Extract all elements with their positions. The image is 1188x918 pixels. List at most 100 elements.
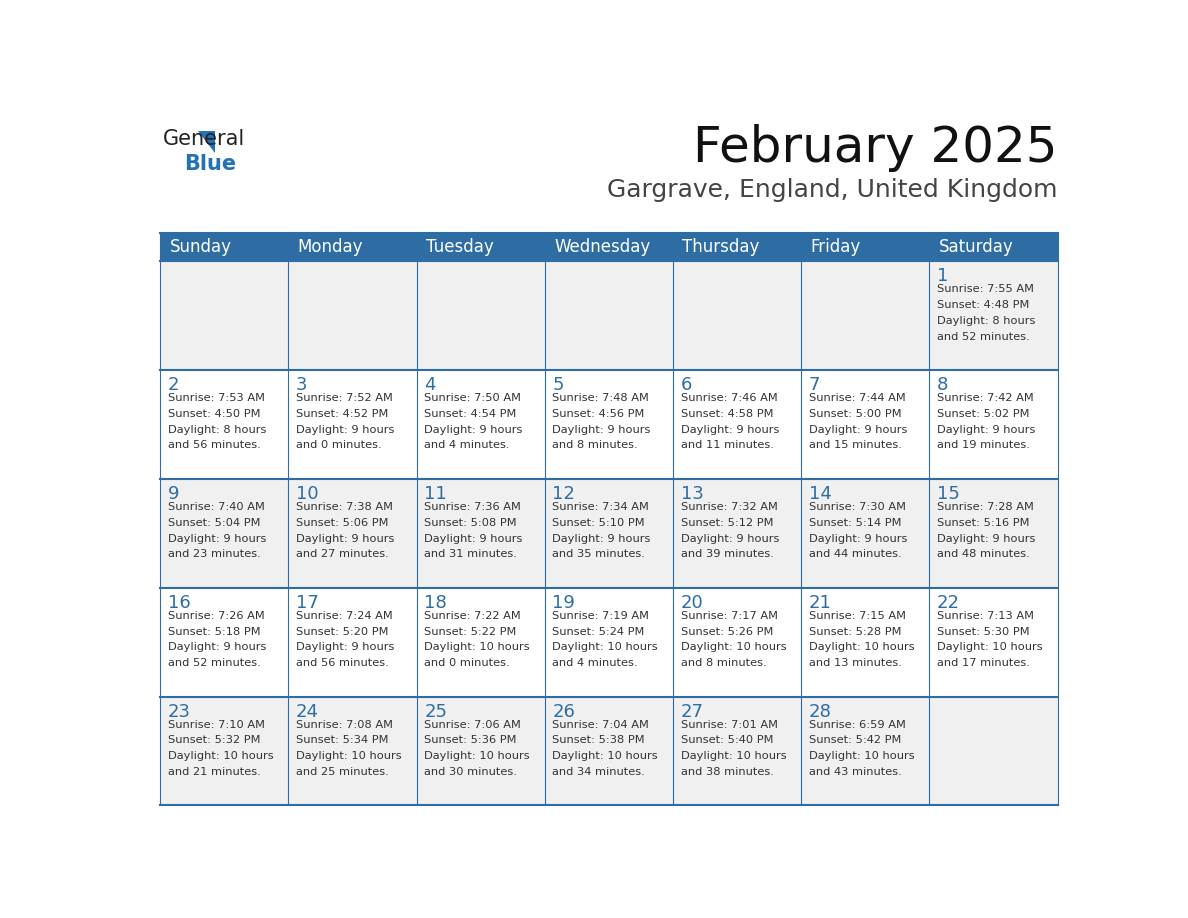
- Text: Daylight: 8 hours: Daylight: 8 hours: [937, 316, 1036, 326]
- Text: Sunrise: 7:44 AM: Sunrise: 7:44 AM: [809, 393, 905, 403]
- Text: Sunset: 5:22 PM: Sunset: 5:22 PM: [424, 627, 517, 636]
- Text: Daylight: 9 hours: Daylight: 9 hours: [424, 533, 523, 543]
- Text: Daylight: 10 hours: Daylight: 10 hours: [424, 751, 530, 761]
- Text: Sunrise: 7:34 AM: Sunrise: 7:34 AM: [552, 502, 650, 512]
- Text: Daylight: 10 hours: Daylight: 10 hours: [681, 751, 786, 761]
- Text: Daylight: 10 hours: Daylight: 10 hours: [809, 643, 915, 653]
- Text: and 25 minutes.: and 25 minutes.: [296, 767, 388, 777]
- Text: Sunrise: 7:42 AM: Sunrise: 7:42 AM: [937, 393, 1034, 403]
- Text: Sunrise: 7:53 AM: Sunrise: 7:53 AM: [168, 393, 265, 403]
- Text: Sunrise: 7:15 AM: Sunrise: 7:15 AM: [809, 610, 906, 621]
- Text: Sunset: 5:08 PM: Sunset: 5:08 PM: [424, 518, 517, 528]
- Text: Sunday: Sunday: [170, 238, 232, 256]
- Text: and 17 minutes.: and 17 minutes.: [937, 658, 1030, 668]
- Text: and 0 minutes.: and 0 minutes.: [296, 441, 381, 451]
- Text: Sunset: 5:26 PM: Sunset: 5:26 PM: [681, 627, 773, 636]
- Text: 9: 9: [168, 485, 179, 503]
- Text: 16: 16: [168, 594, 190, 612]
- Text: 18: 18: [424, 594, 447, 612]
- Text: Sunset: 5:14 PM: Sunset: 5:14 PM: [809, 518, 902, 528]
- Text: 5: 5: [552, 376, 564, 394]
- Text: Sunset: 5:30 PM: Sunset: 5:30 PM: [937, 627, 1030, 636]
- Text: and 30 minutes.: and 30 minutes.: [424, 767, 517, 777]
- Text: Daylight: 10 hours: Daylight: 10 hours: [552, 643, 658, 653]
- FancyBboxPatch shape: [672, 370, 801, 479]
- Text: Daylight: 10 hours: Daylight: 10 hours: [937, 643, 1043, 653]
- Text: Daylight: 10 hours: Daylight: 10 hours: [424, 643, 530, 653]
- Text: 28: 28: [809, 703, 832, 721]
- Text: Tuesday: Tuesday: [425, 238, 493, 256]
- Polygon shape: [198, 131, 215, 152]
- Text: Sunrise: 7:50 AM: Sunrise: 7:50 AM: [424, 393, 522, 403]
- FancyBboxPatch shape: [801, 588, 929, 697]
- Text: Monday: Monday: [298, 238, 364, 256]
- Text: Sunset: 4:58 PM: Sunset: 4:58 PM: [681, 409, 773, 419]
- Text: and 19 minutes.: and 19 minutes.: [937, 441, 1030, 451]
- Text: Daylight: 9 hours: Daylight: 9 hours: [296, 643, 394, 653]
- Text: and 15 minutes.: and 15 minutes.: [809, 441, 902, 451]
- FancyBboxPatch shape: [289, 370, 417, 479]
- FancyBboxPatch shape: [801, 261, 929, 370]
- Text: Daylight: 9 hours: Daylight: 9 hours: [424, 425, 523, 434]
- FancyBboxPatch shape: [417, 479, 545, 588]
- Text: Sunrise: 7:04 AM: Sunrise: 7:04 AM: [552, 720, 650, 730]
- Text: 22: 22: [937, 594, 960, 612]
- Text: Sunrise: 7:06 AM: Sunrise: 7:06 AM: [424, 720, 522, 730]
- Text: Sunrise: 7:48 AM: Sunrise: 7:48 AM: [552, 393, 650, 403]
- FancyBboxPatch shape: [929, 370, 1057, 479]
- FancyBboxPatch shape: [545, 697, 672, 805]
- Text: Sunset: 5:16 PM: Sunset: 5:16 PM: [937, 518, 1030, 528]
- Text: and 44 minutes.: and 44 minutes.: [809, 549, 902, 559]
- Text: and 39 minutes.: and 39 minutes.: [681, 549, 773, 559]
- Text: and 56 minutes.: and 56 minutes.: [296, 658, 388, 668]
- Text: 21: 21: [809, 594, 832, 612]
- Text: Sunrise: 7:36 AM: Sunrise: 7:36 AM: [424, 502, 522, 512]
- Text: Daylight: 9 hours: Daylight: 9 hours: [168, 643, 266, 653]
- Text: Sunrise: 6:59 AM: Sunrise: 6:59 AM: [809, 720, 905, 730]
- Text: Sunset: 5:04 PM: Sunset: 5:04 PM: [168, 518, 260, 528]
- Text: Gargrave, England, United Kingdom: Gargrave, England, United Kingdom: [607, 178, 1057, 202]
- FancyBboxPatch shape: [929, 697, 1057, 805]
- Text: Sunrise: 7:08 AM: Sunrise: 7:08 AM: [296, 720, 393, 730]
- Text: Sunset: 5:02 PM: Sunset: 5:02 PM: [937, 409, 1030, 419]
- Text: Sunrise: 7:28 AM: Sunrise: 7:28 AM: [937, 502, 1034, 512]
- Text: and 21 minutes.: and 21 minutes.: [168, 767, 260, 777]
- Text: and 52 minutes.: and 52 minutes.: [937, 331, 1030, 341]
- Text: and 35 minutes.: and 35 minutes.: [552, 549, 645, 559]
- Text: Sunrise: 7:24 AM: Sunrise: 7:24 AM: [296, 610, 393, 621]
- FancyBboxPatch shape: [929, 588, 1057, 697]
- Text: Sunrise: 7:55 AM: Sunrise: 7:55 AM: [937, 285, 1034, 294]
- FancyBboxPatch shape: [289, 261, 417, 370]
- FancyBboxPatch shape: [417, 370, 545, 479]
- Text: February 2025: February 2025: [693, 124, 1057, 172]
- FancyBboxPatch shape: [160, 233, 1057, 261]
- Text: General: General: [163, 129, 245, 150]
- Text: 2: 2: [168, 376, 179, 394]
- Text: Daylight: 9 hours: Daylight: 9 hours: [552, 425, 651, 434]
- Text: 25: 25: [424, 703, 448, 721]
- Text: Sunrise: 7:30 AM: Sunrise: 7:30 AM: [809, 502, 906, 512]
- Text: Thursday: Thursday: [682, 238, 759, 256]
- FancyBboxPatch shape: [545, 479, 672, 588]
- FancyBboxPatch shape: [160, 697, 289, 805]
- Text: 4: 4: [424, 376, 436, 394]
- Text: Sunrise: 7:10 AM: Sunrise: 7:10 AM: [168, 720, 265, 730]
- Text: Sunrise: 7:38 AM: Sunrise: 7:38 AM: [296, 502, 393, 512]
- Text: Daylight: 10 hours: Daylight: 10 hours: [552, 751, 658, 761]
- Text: and 56 minutes.: and 56 minutes.: [168, 441, 260, 451]
- Text: and 52 minutes.: and 52 minutes.: [168, 658, 260, 668]
- FancyBboxPatch shape: [929, 261, 1057, 370]
- FancyBboxPatch shape: [672, 479, 801, 588]
- Text: Sunset: 5:06 PM: Sunset: 5:06 PM: [296, 518, 388, 528]
- FancyBboxPatch shape: [801, 479, 929, 588]
- Text: Sunset: 5:24 PM: Sunset: 5:24 PM: [552, 627, 645, 636]
- Text: Sunset: 5:12 PM: Sunset: 5:12 PM: [681, 518, 773, 528]
- Text: 1: 1: [937, 267, 948, 285]
- Text: Wednesday: Wednesday: [554, 238, 650, 256]
- FancyBboxPatch shape: [417, 697, 545, 805]
- Text: and 34 minutes.: and 34 minutes.: [552, 767, 645, 777]
- Text: Daylight: 8 hours: Daylight: 8 hours: [168, 425, 266, 434]
- Text: 20: 20: [681, 594, 703, 612]
- Text: Sunrise: 7:01 AM: Sunrise: 7:01 AM: [681, 720, 778, 730]
- Text: Sunset: 4:56 PM: Sunset: 4:56 PM: [552, 409, 645, 419]
